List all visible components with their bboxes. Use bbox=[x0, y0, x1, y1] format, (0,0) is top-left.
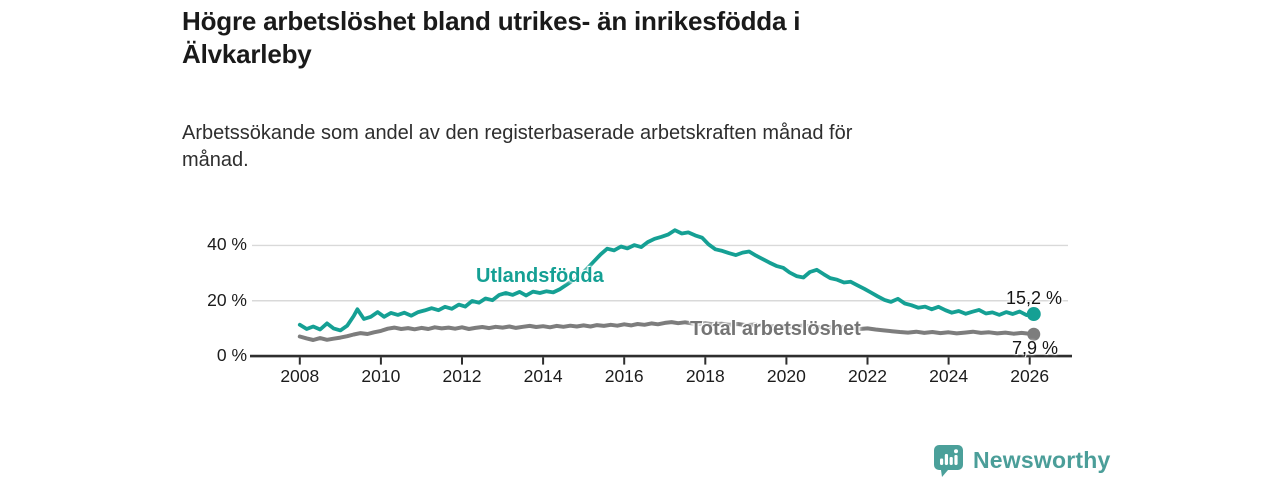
series-utlandsfodda-end-dot bbox=[1026, 307, 1041, 322]
x-tick-label: 2014 bbox=[523, 366, 563, 386]
series-total-arbetsloshet-line bbox=[297, 320, 1036, 342]
x-tick-label: 2016 bbox=[604, 366, 644, 386]
y-tick-label: 0 % bbox=[216, 345, 247, 366]
x-tick-label: 2024 bbox=[929, 366, 969, 386]
series-label-utlandsfodda: Utlandsfödda bbox=[476, 265, 604, 287]
gridlines bbox=[252, 244, 1068, 302]
newsworthy-logo-text: Newsworthy bbox=[973, 447, 1111, 473]
x-tick-label: 2010 bbox=[361, 366, 401, 386]
series-utlandsfodda-line bbox=[297, 228, 1036, 333]
y-tick-label: 20 % bbox=[207, 289, 247, 310]
newsworthy-logo: Newsworthy bbox=[933, 444, 1110, 477]
chart-subtitle: Arbetssökande som andel av den registerb… bbox=[182, 120, 1062, 174]
chart-subtitle-line-1: Arbetssökande som andel av den registerb… bbox=[182, 122, 853, 144]
x-tick-label: 2018 bbox=[685, 366, 725, 386]
x-tick-label: 2022 bbox=[848, 366, 887, 386]
x-tick-label: 2008 bbox=[280, 366, 320, 386]
end-value-utlandsfodda: 15,2 % bbox=[1006, 288, 1063, 308]
x-tick-label: 2026 bbox=[1010, 366, 1050, 386]
chart-title: Högre arbetslöshet bland utrikes- än inr… bbox=[182, 5, 1082, 71]
x-tick-label: 2020 bbox=[766, 366, 806, 386]
x-tick-label: 2012 bbox=[442, 366, 482, 386]
chart-title-line-1: Högre arbetslöshet bland utrikes- än inr… bbox=[182, 6, 801, 36]
series-total-end-dot bbox=[1027, 327, 1041, 341]
x-axis bbox=[250, 354, 1072, 365]
end-value-total: 7,9 % bbox=[1012, 338, 1059, 358]
y-tick-label: 40 % bbox=[207, 234, 247, 255]
series-label-total-arbetsloshet: Total arbetslöshet bbox=[690, 318, 861, 340]
chart-subtitle-line-2: månad. bbox=[182, 149, 249, 171]
chart-title-line-2: Älvkarleby bbox=[182, 39, 312, 69]
newsworthy-speech-bubble-bar-chart-icon bbox=[934, 445, 963, 477]
